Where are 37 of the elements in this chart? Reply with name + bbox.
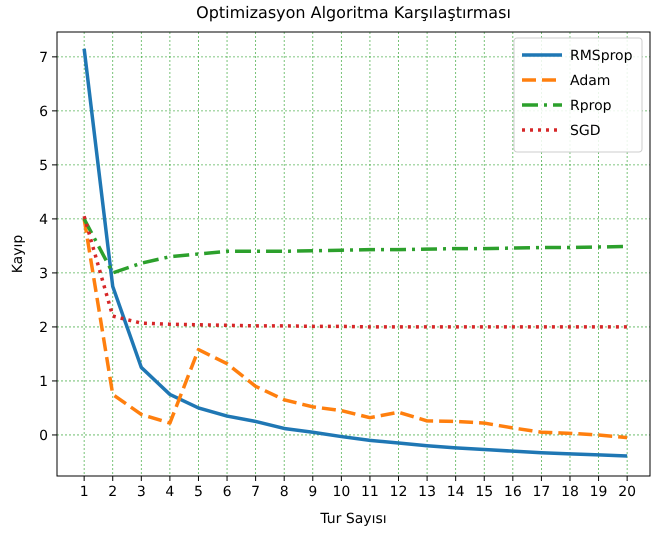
x-tick-label: 5 [194,484,203,500]
y-tick-label: 2 [39,320,48,336]
x-tick-label: 11 [361,484,379,500]
y-tick-label: 7 [39,50,48,66]
x-tick-label: 15 [475,484,494,500]
y-tick-label: 1 [39,374,48,390]
x-tick-label: 10 [332,484,350,500]
x-tick-label: 8 [280,484,289,500]
y-tick-label: 5 [39,158,48,174]
x-tick-label: 20 [618,484,636,500]
x-axis-title: Tur Sayısı [319,511,387,527]
line-series [82,217,629,440]
x-tick-label: 3 [136,484,146,500]
x-tick-label: 6 [222,484,232,500]
x-tick-label: 1 [80,484,89,500]
line-series [82,214,629,329]
x-tick-label: 14 [446,484,465,500]
x-tick-label: 19 [590,484,608,500]
legend-label: Adam [570,72,610,89]
y-axis-title: Kayıp [10,234,26,274]
legend-label: Rprop [570,98,612,114]
x-tick-label: 12 [390,484,408,500]
x-tick-label: 17 [532,484,550,500]
y-tick-label: 0 [39,428,48,444]
legend-label: SGD [570,122,601,139]
x-tick-label: 13 [418,484,436,500]
y-tick-label: 6 [39,104,48,120]
y-tick-label: 4 [39,212,48,228]
y-tick-label: 3 [39,266,48,282]
x-tick-label: 16 [504,484,522,500]
x-tick-label: 7 [251,484,260,500]
x-tick-label: 18 [561,484,579,500]
legend-label: RMSprop [570,48,633,64]
chart-title: Optimizasyon Algoritma Karşılaştırması [196,3,511,22]
x-tick-label: 2 [108,484,118,500]
x-tick-label: 9 [308,484,318,500]
x-tick-label: 4 [165,484,174,500]
